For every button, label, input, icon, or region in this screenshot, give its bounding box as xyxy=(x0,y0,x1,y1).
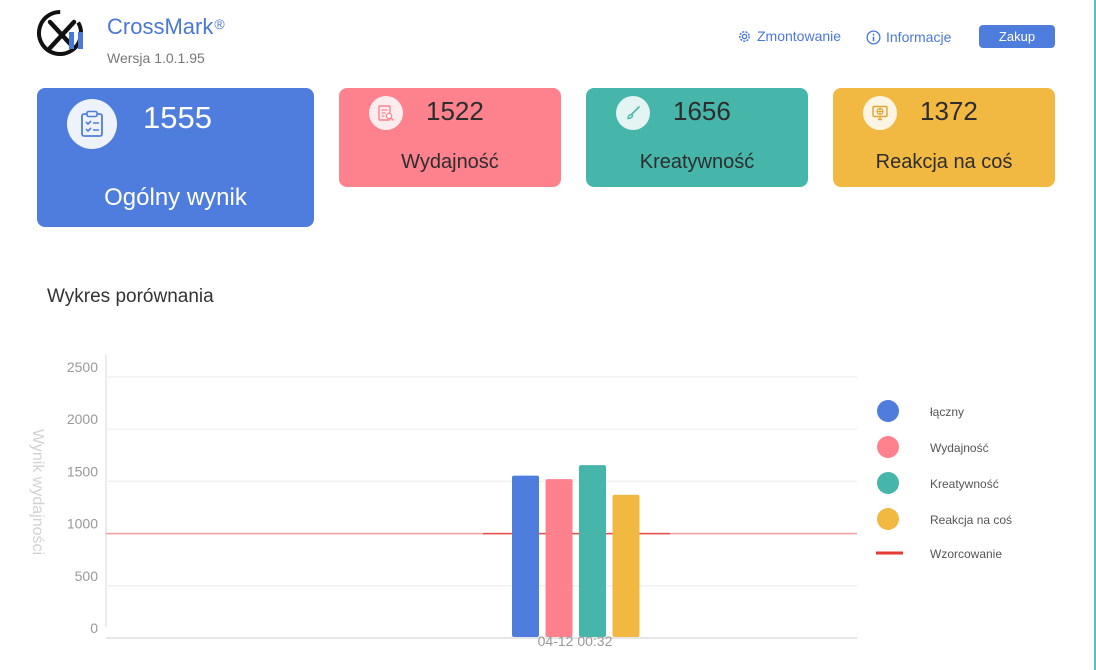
nav-mount[interactable]: Zmontowanie xyxy=(737,28,841,44)
legend-label: łączny xyxy=(930,405,964,419)
productivity-label: Wydajność xyxy=(401,151,499,173)
y-tick-label: 0 xyxy=(90,620,98,636)
bar-responsiveness xyxy=(612,494,640,637)
y-tick-label: 500 xyxy=(75,568,99,584)
legend-label: Wzorcowanie xyxy=(930,547,1002,561)
nav-info[interactable]: Informacje xyxy=(866,29,951,45)
card-responsiveness[interactable]: 1372 Reakcja na coś xyxy=(833,88,1055,187)
y-tick-label: 1000 xyxy=(67,516,98,532)
legend-label: Reakcja na coś xyxy=(930,513,1012,527)
buy-button[interactable]: Zakup xyxy=(979,25,1055,48)
legend-swatch-creativity xyxy=(877,472,899,494)
creativity-label: Kreatywność xyxy=(639,151,755,173)
nav-info-label: Informacje xyxy=(886,29,952,45)
app-name: CrossMark xyxy=(107,14,214,39)
brush-icon xyxy=(616,96,650,130)
y-axis-label: Wynik wydajności xyxy=(29,429,46,555)
y-tick-label: 2000 xyxy=(67,411,98,427)
bar-productivity xyxy=(545,479,573,637)
productivity-score-value: 1522 xyxy=(426,96,484,126)
legend-label: Wydajność xyxy=(930,441,989,455)
overall-score-value: 1555 xyxy=(143,100,212,135)
app-title: CrossMark® xyxy=(107,14,225,40)
clipboard-check-icon xyxy=(67,99,117,149)
y-tick-label: 2500 xyxy=(67,359,98,375)
y-tick-label: 1500 xyxy=(67,463,98,479)
comparison-chart: 0 500 1000 1500 2000 2500 Wynik wydajności 04-1… xyxy=(29,355,1012,649)
chart-title: Wykres porównania xyxy=(47,286,214,307)
bar-creativity xyxy=(579,465,606,637)
gear-icon xyxy=(739,30,750,42)
legend-swatch-responsiveness xyxy=(877,508,899,530)
legend-swatch-productivity xyxy=(877,436,899,458)
x-category-label: 04-12 00:32 xyxy=(538,633,613,649)
card-creativity[interactable]: 1656 Kreatywność xyxy=(586,88,808,187)
creativity-score-value: 1656 xyxy=(673,96,731,126)
app-version: Wersja 1.0.1.95 xyxy=(107,50,205,66)
legend-swatch-overall xyxy=(877,400,899,422)
responsiveness-label: Reakcja na coś xyxy=(875,151,1013,173)
nav-mount-label: Zmontowanie xyxy=(757,28,842,44)
info-icon xyxy=(866,29,881,45)
bar-overall xyxy=(512,475,539,637)
responsiveness-score-value: 1372 xyxy=(920,96,978,126)
window-right-border xyxy=(1094,0,1096,670)
crossmark-logo xyxy=(37,10,83,56)
document-search-icon xyxy=(369,96,403,130)
monitor-globe-icon xyxy=(863,96,897,130)
overall-score-label: Ogólny wynik xyxy=(104,184,247,211)
card-overall-score[interactable]: 1555 Ogólny wynik xyxy=(37,88,314,227)
card-productivity[interactable]: 1522 Wydajność xyxy=(339,88,561,187)
legend-label: Kreatywność xyxy=(930,477,999,491)
registered-mark: ® xyxy=(214,16,225,32)
